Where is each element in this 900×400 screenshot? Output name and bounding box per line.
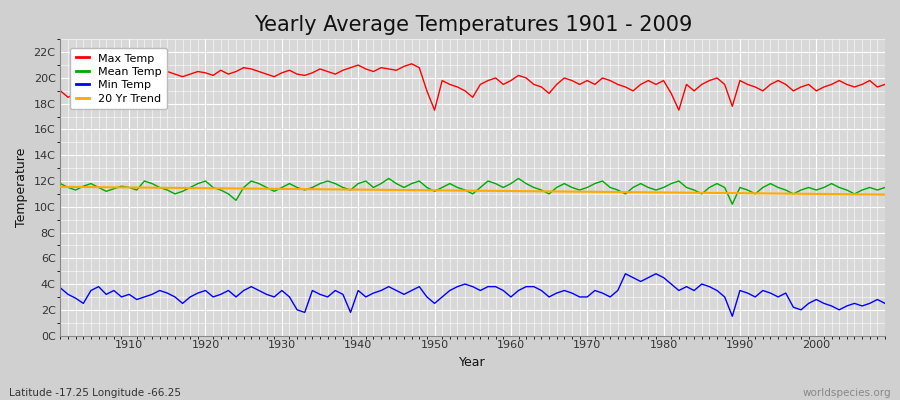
Text: Latitude -17.25 Longitude -66.25: Latitude -17.25 Longitude -66.25 [9, 388, 181, 398]
X-axis label: Year: Year [459, 356, 486, 369]
Y-axis label: Temperature: Temperature [15, 148, 28, 227]
Legend: Max Temp, Mean Temp, Min Temp, 20 Yr Trend: Max Temp, Mean Temp, Min Temp, 20 Yr Tre… [70, 48, 167, 110]
Title: Yearly Average Temperatures 1901 - 2009: Yearly Average Temperatures 1901 - 2009 [254, 15, 692, 35]
Text: worldspecies.org: worldspecies.org [803, 388, 891, 398]
